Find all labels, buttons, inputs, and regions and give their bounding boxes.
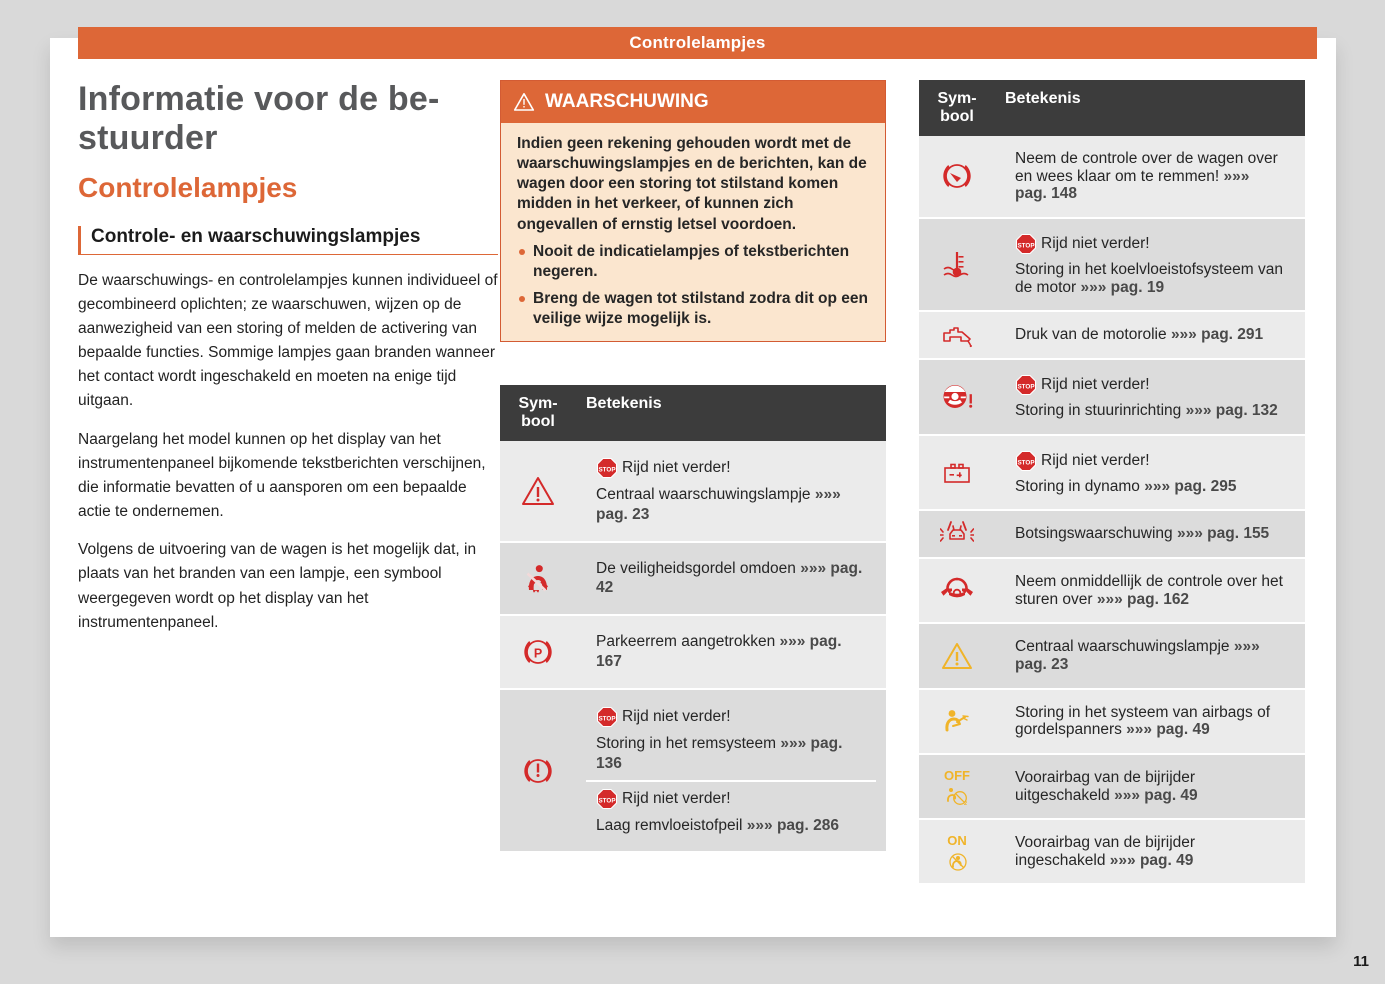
svg-text:P: P bbox=[534, 646, 542, 660]
svg-text:STOP: STOP bbox=[598, 467, 615, 474]
svg-text:STOP: STOP bbox=[598, 797, 615, 804]
svg-text:STOP: STOP bbox=[598, 715, 615, 722]
svg-text:STOP: STOP bbox=[1017, 242, 1034, 249]
svg-text:STOP: STOP bbox=[1017, 459, 1034, 466]
svg-text:2: 2 bbox=[964, 801, 967, 806]
svg-text:STOP: STOP bbox=[1017, 383, 1034, 390]
